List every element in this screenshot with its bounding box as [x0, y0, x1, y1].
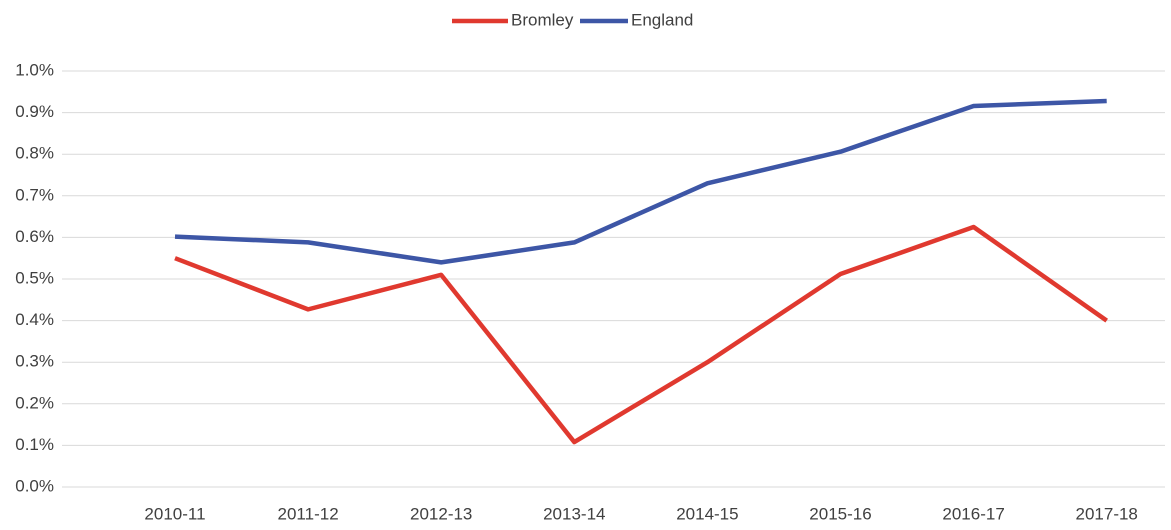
x-tick-label: 2015-16	[809, 504, 871, 523]
x-tick-label: 2012-13	[410, 504, 472, 523]
y-tick-label: 0.2%	[15, 393, 54, 412]
y-tick-label: 1.0%	[15, 60, 54, 79]
y-tick-label: 0.1%	[15, 435, 54, 454]
y-tick-label: 0.0%	[15, 476, 54, 495]
legend-label: Bromley	[511, 10, 574, 29]
series-line	[174, 224, 1108, 445]
legend-label: England	[631, 10, 693, 29]
y-tick-label: 0.9%	[15, 102, 54, 121]
x-tick-label: 2013-14	[543, 504, 605, 523]
y-tick-label: 0.8%	[15, 144, 54, 163]
y-tick-label: 0.5%	[15, 268, 54, 287]
x-tick-label: 2011-12	[278, 504, 339, 523]
series-line	[174, 98, 1107, 265]
y-tick-label: 0.3%	[15, 352, 54, 371]
y-tick-label: 0.6%	[15, 227, 54, 246]
y-tick-label: 0.7%	[15, 185, 54, 204]
x-tick-label: 2010-11	[144, 504, 205, 523]
x-tick-label: 2017-18	[1076, 504, 1138, 523]
x-tick-label: 2014-15	[676, 504, 738, 523]
x-tick-label: 2016-17	[942, 504, 1004, 523]
y-tick-label: 0.4%	[15, 310, 54, 329]
